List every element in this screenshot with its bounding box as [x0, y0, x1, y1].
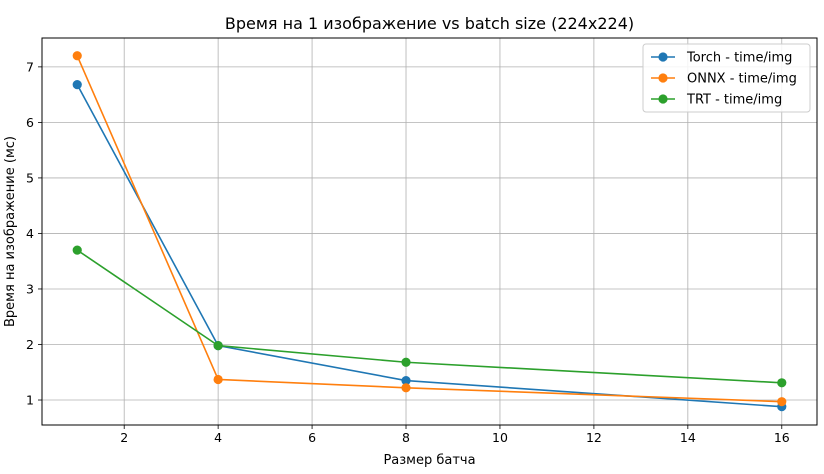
legend-marker	[658, 94, 668, 104]
series-line	[76, 55, 782, 403]
y-tick-label: 6	[26, 115, 34, 130]
chart-title: Время на 1 изображение vs batch size (22…	[225, 14, 634, 33]
legend-box	[642, 43, 811, 113]
data-point	[213, 374, 223, 385]
x-tick-label: 6	[308, 430, 316, 445]
x-tick-label: 14	[680, 430, 696, 445]
legend: Torch - time/img ONNX - time/img TRT - tim…	[642, 43, 811, 113]
x-axis-label: Размер батча	[383, 453, 475, 468]
data-point	[213, 341, 223, 351]
plot-area-frame	[41, 37, 818, 426]
x-tick-label: 12	[586, 430, 602, 445]
legend-item: ONNX - time/img	[651, 72, 797, 87]
data-point	[401, 375, 411, 386]
y-tick-label: 1	[26, 393, 34, 408]
series-1	[72, 80, 787, 412]
x-tick-label: 2	[120, 430, 128, 445]
series-2	[72, 51, 787, 407]
series-group	[72, 51, 787, 412]
data-point	[401, 357, 411, 367]
y-tick-label: 4	[26, 226, 34, 241]
y-tick-label: 3	[26, 281, 34, 296]
data-point	[72, 245, 82, 255]
legend-label: TRT - time/img	[686, 93, 782, 108]
series-line	[76, 84, 782, 408]
x-tick-label: 10	[492, 430, 508, 445]
data-point	[72, 51, 82, 61]
x-tick-label: 4	[214, 430, 222, 445]
legend-item: Torch - time/img	[651, 51, 792, 66]
x-tick-label: 16	[774, 430, 790, 445]
data-point	[72, 80, 82, 90]
grid	[42, 38, 817, 425]
x-tick-label: 8	[402, 430, 410, 445]
legend-item: TRT - time/img	[651, 93, 782, 108]
data-point	[777, 397, 787, 407]
y-tick-label: 5	[26, 170, 34, 185]
series-3	[72, 245, 787, 388]
legend-label: ONNX - time/img	[687, 72, 797, 87]
series-line	[76, 249, 782, 384]
legend-marker	[658, 52, 668, 62]
legend-marker	[658, 73, 668, 83]
data-point	[777, 378, 787, 388]
y-tick-label: 2	[26, 337, 34, 352]
y-tick-label: 7	[26, 59, 34, 74]
data-point	[401, 383, 411, 393]
legend-label: Torch - time/img	[686, 51, 792, 66]
y-axis-label: Время на изображение (мс)	[3, 136, 18, 327]
